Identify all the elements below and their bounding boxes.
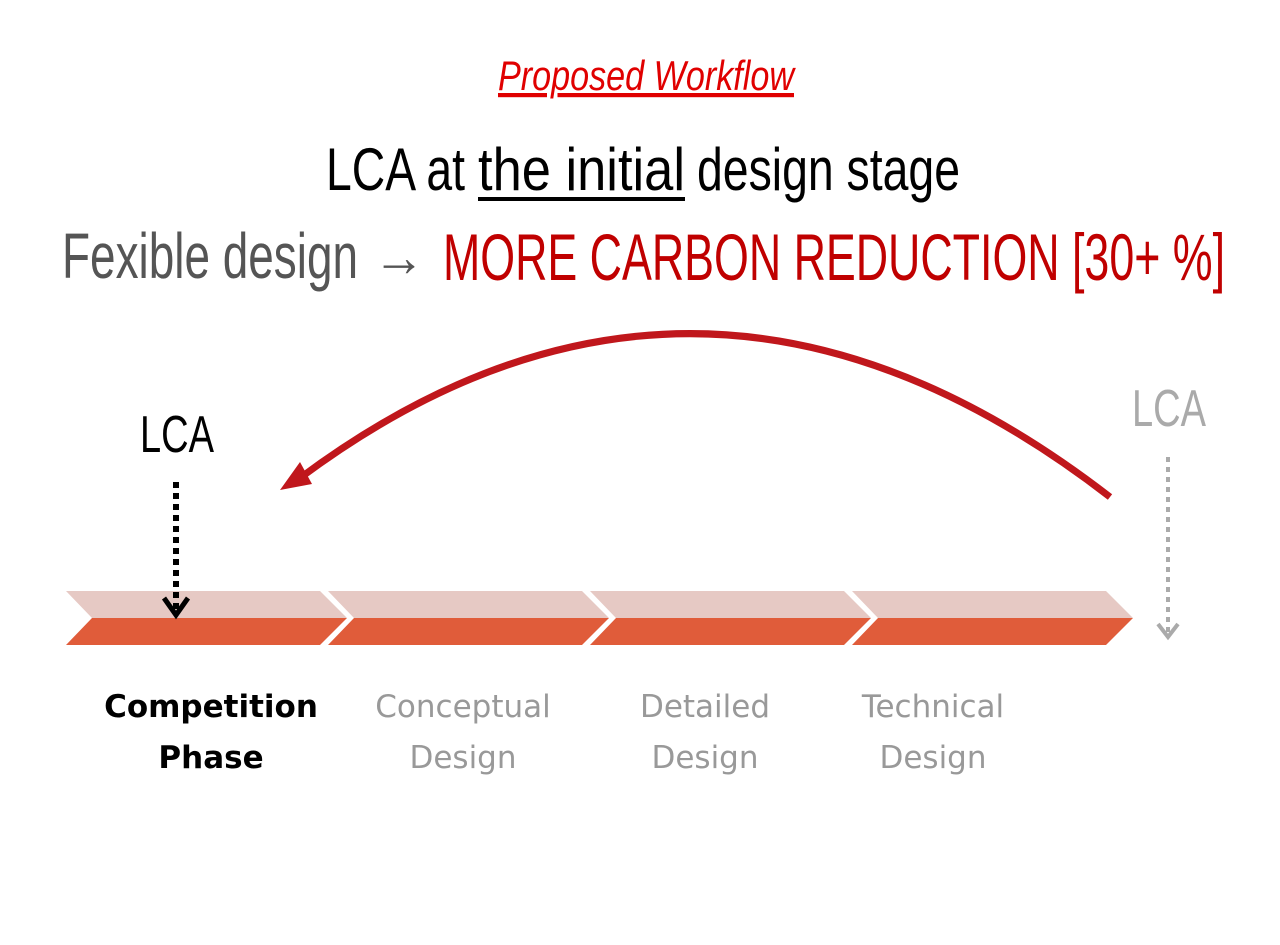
subheadline-text: Fexible design <box>62 220 358 292</box>
phase-label: Design <box>409 740 516 776</box>
feedback-arrow <box>297 330 1113 500</box>
headline-text: LCA at <box>326 136 465 203</box>
phase-label: Technical <box>861 689 1004 725</box>
phase-label: Competition <box>104 689 318 725</box>
phase-bar <box>66 591 1133 645</box>
phase-label: Design <box>879 740 986 776</box>
arrow-head <box>1156 622 1180 641</box>
lca-label: LCA <box>1132 380 1206 438</box>
arrow-symbol: → <box>373 225 425 288</box>
headline-emphasis: the initial <box>478 136 685 203</box>
subheadline-highlight: MORE CARBON REDUCTION [30+ %] <box>443 220 1225 294</box>
arrow-head <box>280 462 312 490</box>
phase-label: Detailed <box>640 689 770 725</box>
title: Proposed Workflow <box>498 52 796 99</box>
phase-label: Conceptual <box>375 689 550 725</box>
headline-text: design stage <box>697 136 960 203</box>
phase-label: Design <box>651 740 758 776</box>
phase-label: Phase <box>158 740 263 776</box>
arrow-head <box>161 596 191 620</box>
lca-label: LCA <box>140 406 214 464</box>
